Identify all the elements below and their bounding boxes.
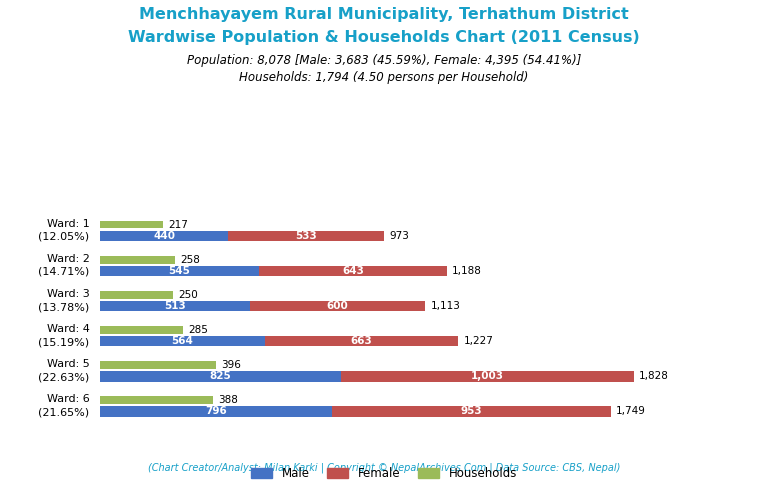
Text: 564: 564 [171,336,194,346]
Text: Households: 1,794 (4.50 persons per Household): Households: 1,794 (4.50 persons per Hous… [240,71,528,84]
Bar [100,221,164,228]
Bar [100,291,173,299]
Text: 533: 533 [296,231,317,241]
Bar [100,361,216,369]
Text: 388: 388 [218,395,238,405]
Bar [100,301,250,311]
Legend: Male, Female, Households: Male, Female, Households [246,462,522,485]
Text: 825: 825 [210,371,231,381]
Text: 250: 250 [178,290,198,300]
Text: (Chart Creator/Analyst: Milan Karki | Copyright © NepalArchives.Com | Data Sourc: (Chart Creator/Analyst: Milan Karki | Co… [147,462,621,473]
Text: 545: 545 [168,266,190,276]
Bar [100,336,265,347]
Text: 1,003: 1,003 [471,371,504,381]
Text: Wardwise Population & Households Chart (2011 Census): Wardwise Population & Households Chart (… [128,30,640,44]
Bar [250,301,425,311]
Text: 396: 396 [221,360,240,370]
Bar [265,336,458,347]
Bar [100,326,183,334]
Text: 600: 600 [326,301,348,311]
Text: 1,749: 1,749 [616,406,646,417]
Bar [333,406,611,417]
Bar [100,231,228,241]
Bar [100,406,333,417]
Bar [259,266,447,276]
Text: 643: 643 [342,266,364,276]
Text: 285: 285 [188,325,208,335]
Bar [100,396,214,404]
Text: 1,227: 1,227 [464,336,494,346]
Text: Population: 8,078 [Male: 3,683 (45.59%), Female: 4,395 (54.41%)]: Population: 8,078 [Male: 3,683 (45.59%),… [187,54,581,67]
Text: 796: 796 [205,406,227,417]
Text: 1,188: 1,188 [452,266,482,276]
Bar [100,256,175,264]
Bar [100,266,259,276]
Bar [341,371,634,382]
Text: 953: 953 [461,406,482,417]
Text: 663: 663 [351,336,372,346]
Text: 1,828: 1,828 [639,371,669,381]
Text: Menchhayayem Rural Municipality, Terhathum District: Menchhayayem Rural Municipality, Terhath… [139,7,629,22]
Text: 440: 440 [153,231,175,241]
Text: 258: 258 [180,255,200,265]
Text: 973: 973 [389,231,409,241]
Text: 513: 513 [164,301,186,311]
Bar [228,231,384,241]
Text: 1,113: 1,113 [430,301,460,311]
Text: 217: 217 [168,219,188,230]
Bar [100,371,341,382]
